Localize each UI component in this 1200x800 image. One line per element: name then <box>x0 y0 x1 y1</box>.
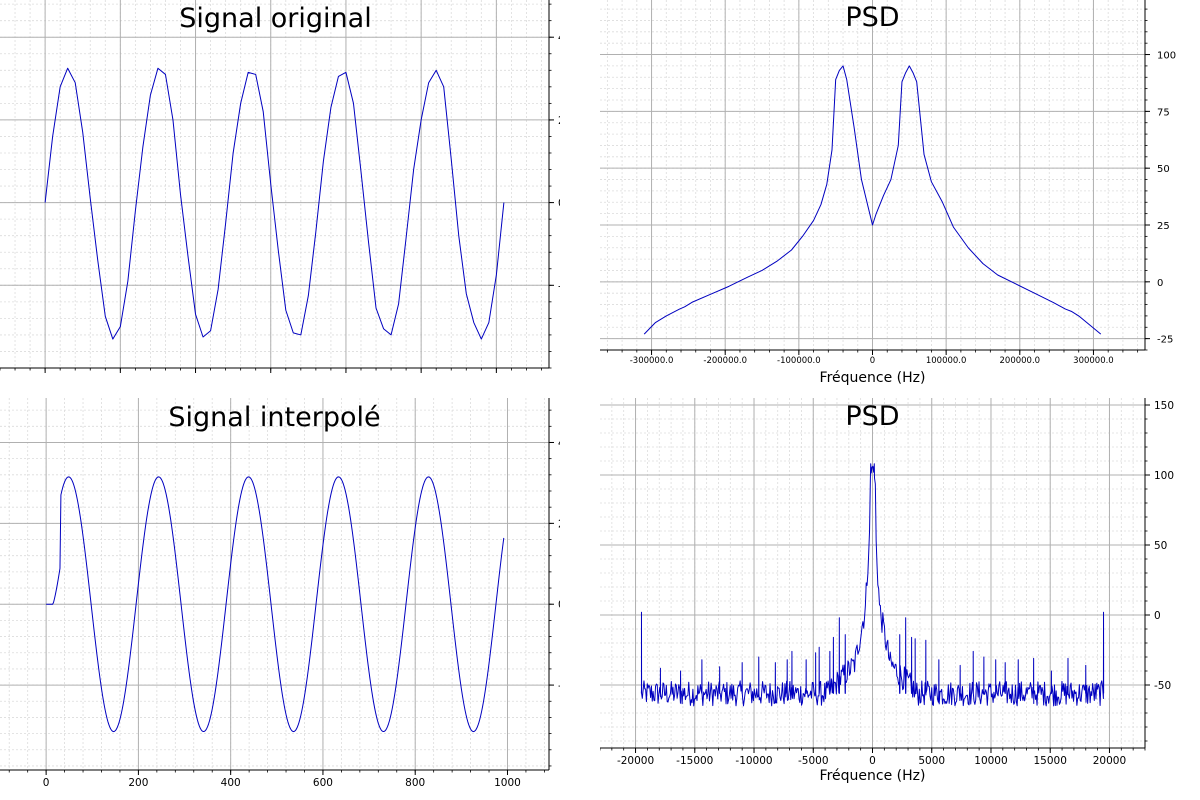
x-tick-label: 300000.0 <box>1073 356 1114 366</box>
chart-signal-interpole-svg: 0 200 400 600 800 1000 -20000 0 20000 40000 Signal… <box>0 398 560 789</box>
y-tick-label: 0 <box>1154 610 1161 622</box>
x-tick-label: 100000.0 <box>926 356 967 366</box>
x-tick-label: 40 <box>339 377 352 378</box>
x-tick-label: 0 <box>43 777 50 789</box>
x-tick-label: 800 <box>405 777 425 789</box>
y-tick-label: 50 <box>1154 540 1167 552</box>
y-tick-label: 25 <box>1157 221 1170 232</box>
series-line <box>640 463 1105 707</box>
chart-psd-bottom-svg: -20000 -15000 -10000 -5000 0 5000 10000 15000 20… <box>600 398 1174 784</box>
x-tick-label: -100000.0 <box>777 356 821 366</box>
y-tick-label: 100 <box>1154 470 1174 482</box>
y-tick-label: 20000 <box>558 115 560 127</box>
y-tick-label: 40000 <box>558 32 560 44</box>
chart-signal-original-svg: 0 10 20 30 40 50 60 -20000 0 20000 40000 Signal ori… <box>0 0 560 378</box>
y-tick-label: -20000 <box>558 280 560 292</box>
x-tick-label: 60 <box>490 377 503 378</box>
chart-psd-top: -300000.0 -200000.0 -100000.0 0 100000.0 2000… <box>600 0 1200 392</box>
x-tick-label: 20000 <box>1093 755 1126 767</box>
x-tick-label: 200000.0 <box>1000 356 1041 366</box>
x-tick-label: -10000 <box>735 755 772 767</box>
y-tick-label: 20000 <box>558 518 560 530</box>
y-tick-label: 0 <box>558 599 560 611</box>
x-tick-label: 30 <box>264 377 277 378</box>
x-tick-label: 20 <box>189 377 202 378</box>
y-tick-label: -50 <box>1154 680 1171 692</box>
x-tick-label: 0 <box>42 377 49 378</box>
x-tick-label: 5000 <box>918 755 945 767</box>
chart-psd-top-svg: -300000.0 -200000.0 -100000.0 0 100000.0 2000… <box>600 0 1176 386</box>
x-tick-label: -20000 <box>617 755 654 767</box>
chart-signal-interpole: 0 200 400 600 800 1000 -20000 0 20000 40000 Signal… <box>0 398 560 800</box>
series-line <box>46 476 505 733</box>
chart-title: PSD <box>845 401 899 432</box>
x-tick-label: 200 <box>128 777 148 789</box>
x-axis-label: Fréquence (Hz) <box>820 370 926 386</box>
y-tick-label: 50 <box>1157 164 1170 175</box>
x-tick-label: 50 <box>414 377 427 378</box>
y-tick-label: 0 <box>558 198 560 210</box>
chart-title: Signal interpolé <box>168 402 380 433</box>
series-line <box>643 65 1102 335</box>
y-tick-label: 0 <box>1157 278 1163 289</box>
chart-title: PSD <box>845 2 899 33</box>
x-tick-label: 400 <box>221 777 241 789</box>
x-tick-label: -15000 <box>676 755 713 767</box>
y-tick-label: -25 <box>1157 335 1173 346</box>
x-tick-label: 1000 <box>494 777 521 789</box>
series-line <box>44 67 505 340</box>
x-tick-label: 600 <box>313 777 333 789</box>
y-tick-label: -20000 <box>558 680 560 692</box>
y-tick-label: 40000 <box>558 437 560 449</box>
y-tick-label: 75 <box>1157 107 1170 118</box>
x-tick-label: 10 <box>114 377 127 378</box>
x-tick-label: 10000 <box>974 755 1007 767</box>
x-tick-label: 0 <box>869 755 876 767</box>
chart-title: Signal original <box>179 3 371 34</box>
x-tick-label: 0 <box>870 356 875 366</box>
x-tick-label: 15000 <box>1034 755 1067 767</box>
chart-psd-bottom: -20000 -15000 -10000 -5000 0 5000 10000 15000 20… <box>600 398 1200 800</box>
y-tick-label: 150 <box>1154 400 1174 412</box>
x-tick-label: -200000.0 <box>703 356 747 366</box>
x-axis-label: Fréquence (Hz) <box>820 768 926 784</box>
x-tick-label: -5000 <box>798 755 829 767</box>
y-tick-label: 100 <box>1157 51 1176 62</box>
chart-signal-original: 0 10 20 30 40 50 60 -20000 0 20000 40000 Signal ori… <box>0 0 560 378</box>
x-tick-label: -300000.0 <box>630 356 674 366</box>
